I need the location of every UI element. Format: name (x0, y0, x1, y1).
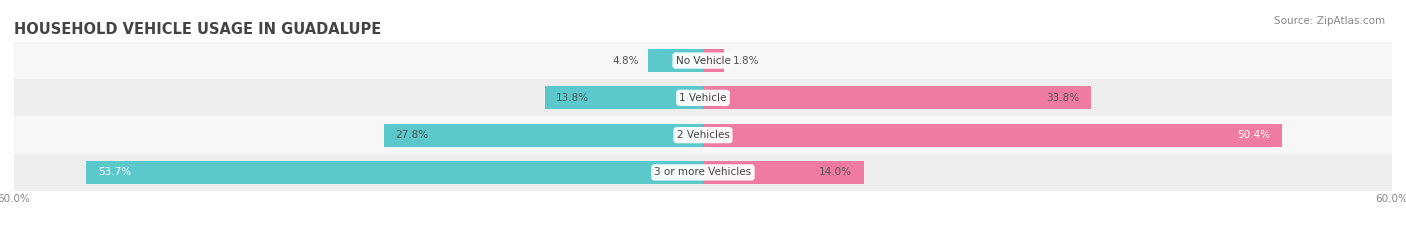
Bar (703, 161, 863, 184)
Bar (14, 42, 1392, 79)
Bar (648, 49, 703, 72)
Text: 53.7%: 53.7% (98, 168, 131, 177)
Text: 13.8%: 13.8% (555, 93, 589, 103)
Text: 50.4%: 50.4% (1237, 130, 1270, 140)
Bar (14, 79, 1392, 116)
Text: 1 Vehicle: 1 Vehicle (679, 93, 727, 103)
Text: 1.8%: 1.8% (733, 56, 759, 65)
Bar (703, 86, 1091, 110)
Text: Source: ZipAtlas.com: Source: ZipAtlas.com (1274, 16, 1385, 26)
Text: 2 Vehicles: 2 Vehicles (676, 130, 730, 140)
Text: 14.0%: 14.0% (820, 168, 852, 177)
Text: 3 or more Vehicles: 3 or more Vehicles (654, 168, 752, 177)
Text: No Vehicle: No Vehicle (675, 56, 731, 65)
Bar (14, 154, 1392, 191)
Bar (14, 116, 1392, 154)
Text: 4.8%: 4.8% (612, 56, 638, 65)
Bar (384, 123, 703, 147)
Text: 33.8%: 33.8% (1046, 93, 1080, 103)
Text: HOUSEHOLD VEHICLE USAGE IN GUADALUPE: HOUSEHOLD VEHICLE USAGE IN GUADALUPE (14, 22, 381, 37)
Bar (86, 161, 703, 184)
Bar (703, 49, 724, 72)
Bar (544, 86, 703, 110)
Text: 27.8%: 27.8% (395, 130, 429, 140)
Bar (703, 123, 1282, 147)
